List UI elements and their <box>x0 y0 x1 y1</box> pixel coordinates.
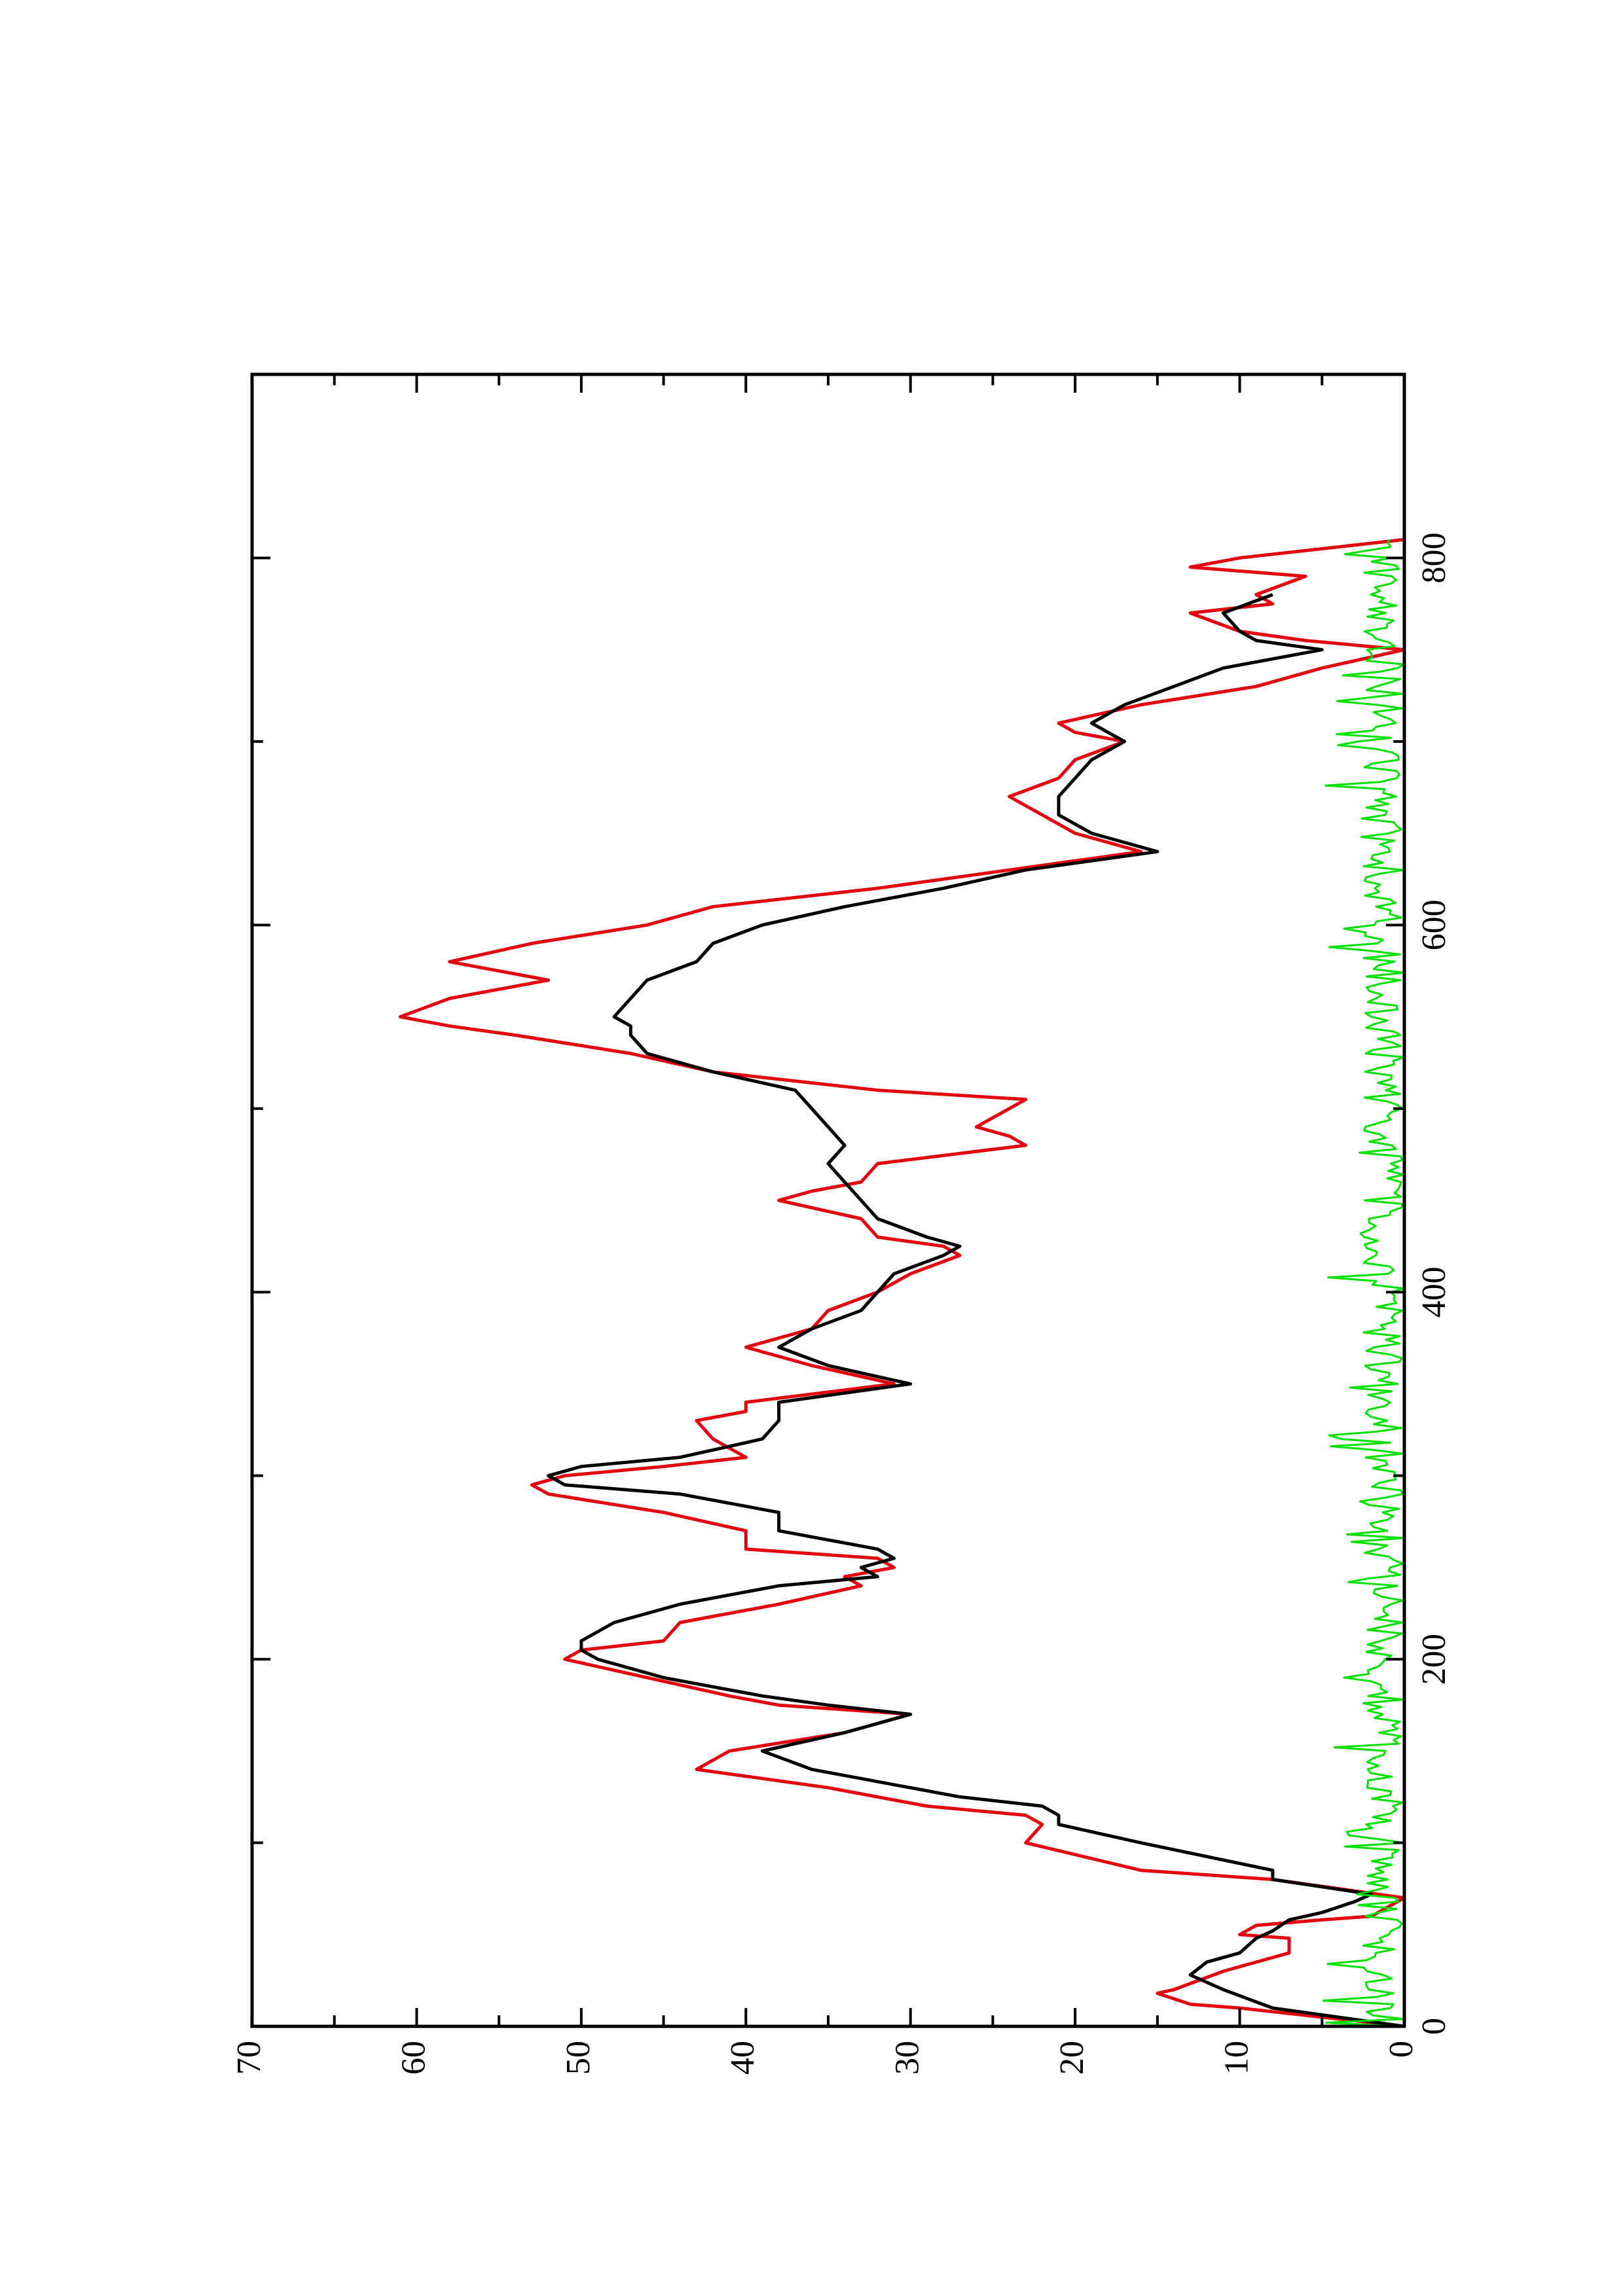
plot-marks <box>398 537 1406 2028</box>
x-tick-label: 600 <box>1415 899 1453 950</box>
x-tick-label: 200 <box>1415 1634 1453 1685</box>
y-tick-label: 50 <box>560 2041 597 2075</box>
tick-labels: 0 200 400 600 800 0 10 20 30 40 50 60 70 <box>230 532 1453 2075</box>
y-tick-label: 20 <box>1053 2041 1091 2075</box>
tick-marks <box>251 374 1406 2028</box>
x-tick-label: 0 <box>1415 2018 1453 2035</box>
series-line-3 <box>1322 539 1406 2028</box>
x-tick-label: 400 <box>1415 1266 1453 1318</box>
y-tick-label: 30 <box>889 2041 926 2075</box>
y-tick-label: 0 <box>1383 2041 1420 2058</box>
y-tick-label: 70 <box>230 2041 268 2075</box>
series-line-2 <box>547 593 1405 2028</box>
x-tick-label: 800 <box>1415 532 1453 583</box>
y-tick-label: 60 <box>395 2041 432 2075</box>
y-tick-label: 10 <box>1218 2041 1256 2075</box>
y-tick-label: 40 <box>724 2041 761 2075</box>
series-line-1 <box>398 537 1406 2028</box>
